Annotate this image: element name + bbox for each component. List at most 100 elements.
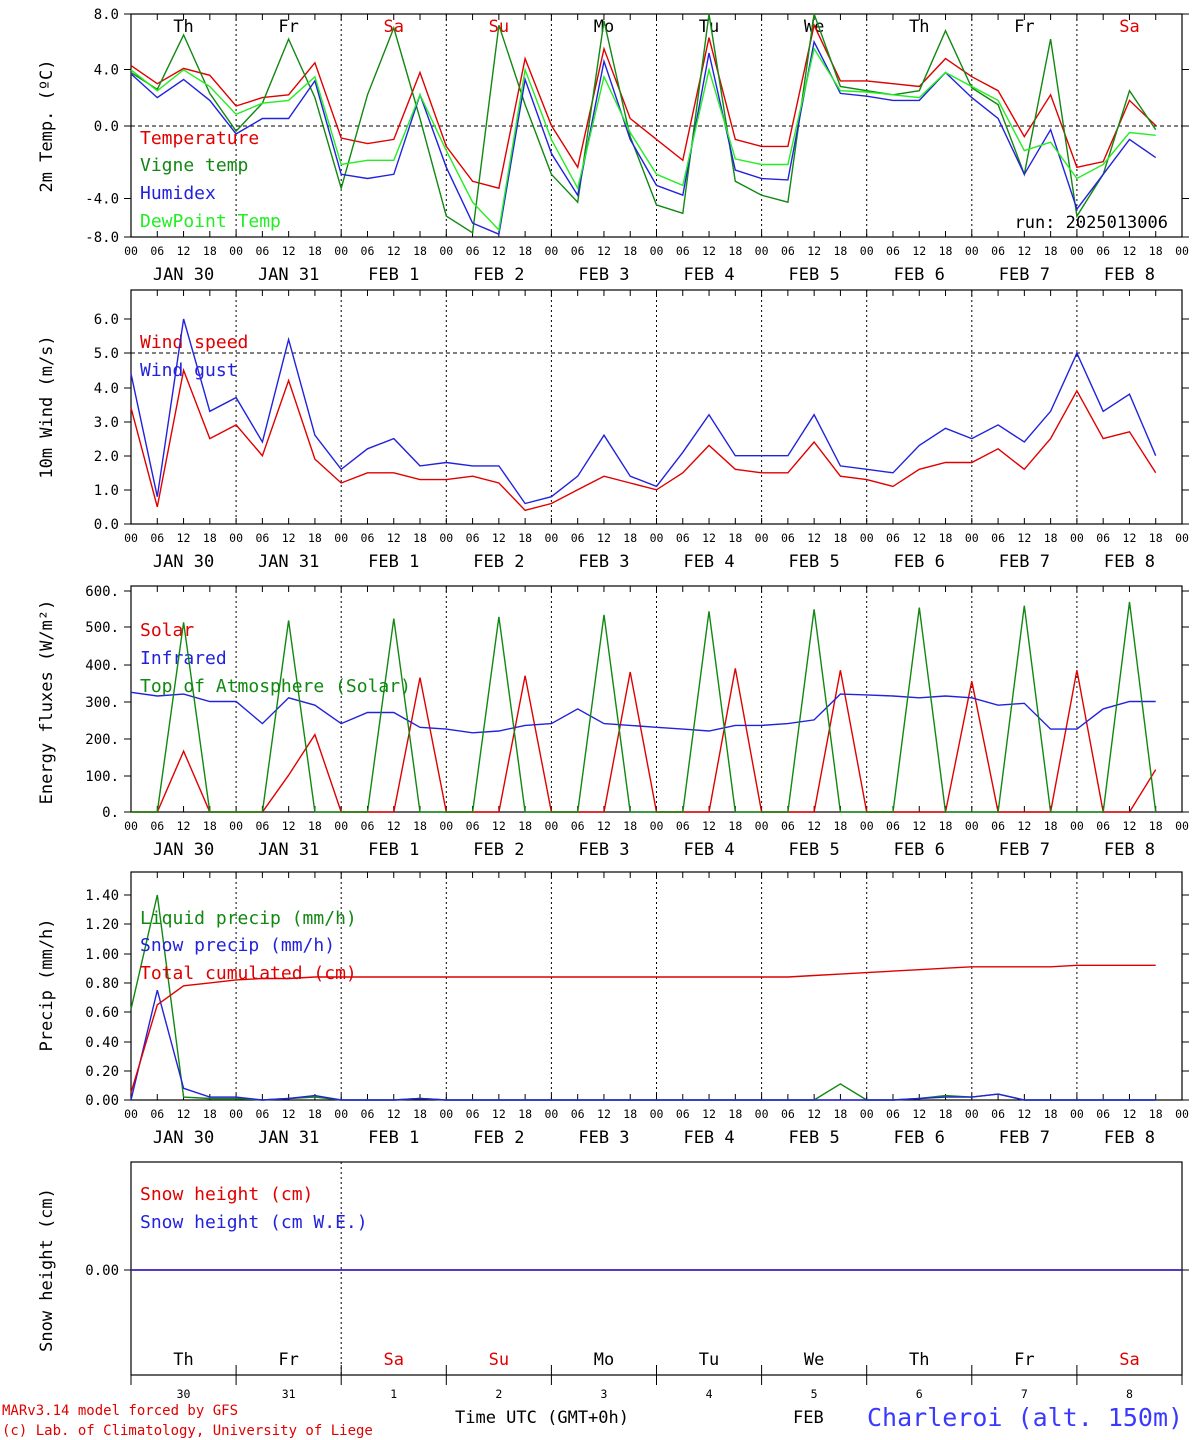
hour-tick-label: 18 [203,244,217,258]
y-axis-label: Energy fluxes (W/m²) [37,600,57,805]
y-tick-label: 0.00 [85,1263,119,1279]
hour-tick-label: 12 [1017,1107,1031,1121]
hour-tick-label: 00 [124,1107,138,1121]
y-tick-label: 0.80 [85,976,119,992]
date-label: FEB 3 [578,265,629,285]
month-label: FEB [793,1408,824,1428]
hour-tick-label: 12 [1123,531,1137,545]
hour-tick-label: 00 [229,531,243,545]
hour-tick-label: 06 [150,244,164,258]
hour-tick-label: 12 [597,244,611,258]
hour-tick-label: 18 [518,531,532,545]
y-tick-label: 2.0 [94,449,119,465]
date-label: FEB 5 [789,552,840,572]
hour-tick-label: 18 [413,244,427,258]
hour-tick-label: 00 [334,531,348,545]
hour-tick-label: 06 [466,1107,480,1121]
hour-tick-label: 06 [361,819,375,833]
hour-tick-label: 12 [1017,244,1031,258]
hour-tick-label: 12 [702,819,716,833]
date-label: JAN 31 [258,1128,319,1148]
y-tick-label: 1.00 [85,947,119,963]
hour-tick-label: 00 [439,244,453,258]
hour-tick-label: 18 [518,1107,532,1121]
day-of-week-label: Fr [1014,1350,1034,1370]
bottom-day-number: 7 [1021,1387,1028,1401]
hour-tick-label: 00 [1175,244,1189,258]
bottom-day-number: 30 [177,1387,191,1401]
hour-tick-label: 06 [991,244,1005,258]
y-tick-label: 500. [85,620,119,636]
hour-tick-label: 12 [1123,819,1137,833]
hour-tick-label: 00 [334,244,348,258]
hour-tick-label: 06 [466,819,480,833]
series-line [130,13,1157,234]
hour-tick-label: 00 [1070,1107,1084,1121]
hour-tick-label: 12 [807,1107,821,1121]
hour-tick-label: 18 [308,531,322,545]
legend-entry: Infrared [140,648,227,669]
hour-tick-label: 12 [177,1107,191,1121]
date-label: FEB 5 [789,840,840,860]
hour-tick-label: 06 [676,1107,690,1121]
hour-tick-label: 00 [755,531,769,545]
chart-panel-3: 0. 100. 200. 300. 400. 500. 600. Energy fluxes … [37,584,1189,860]
day-of-week-label: Th [909,1350,929,1370]
hour-tick-label: 18 [728,819,742,833]
hour-tick-label: 00 [965,819,979,833]
y-tick-label: 0. [102,805,119,821]
legend-entry: Snow height (cm) [140,1184,313,1205]
y-tick-label: 600. [85,584,119,600]
hour-tick-label: 18 [833,819,847,833]
hour-tick-label: 18 [1149,819,1163,833]
hour-tick-label: 18 [1149,244,1163,258]
hour-tick-label: 06 [676,531,690,545]
hour-tick-label: 06 [991,819,1005,833]
date-label: FEB 8 [1104,552,1155,572]
hour-tick-label: 00 [650,819,664,833]
hour-tick-label: 06 [991,531,1005,545]
day-of-week-label: Th [173,17,193,37]
y-tick-label: 0.40 [85,1035,119,1051]
date-label: FEB 6 [894,552,945,572]
date-label: FEB 4 [683,265,734,285]
chart-panel-2: 0.0 1.0 2.0 3.0 4.0 5.0 6.0 10m Wind (m/s) 00 06 1… [37,289,1189,572]
hour-tick-label: 06 [781,819,795,833]
hour-tick-label: 12 [702,1107,716,1121]
chart-panel-5: 0.00 Snow height (cm) Th Fr Sa Su Mo Tu We Th Fr Sa… [37,1161,1189,1385]
hour-tick-label: 06 [886,531,900,545]
hour-tick-label: 06 [781,244,795,258]
y-axis-label: 10m Wind (m/s) [37,335,57,478]
y-tick-label: 100. [85,769,119,785]
bottom-day-number: 5 [811,1387,818,1401]
date-label: FEB 1 [368,552,419,572]
hour-tick-label: 00 [650,244,664,258]
hour-tick-label: 06 [361,244,375,258]
hour-tick-label: 06 [886,244,900,258]
hour-tick-label: 12 [177,531,191,545]
hour-tick-label: 06 [361,531,375,545]
y-tick-label: 1.20 [85,917,119,933]
date-label: FEB 3 [578,1128,629,1148]
date-label: FEB 5 [789,265,840,285]
date-label: FEB 3 [578,840,629,860]
hour-tick-label: 00 [860,244,874,258]
hour-tick-label: 00 [229,244,243,258]
date-label: FEB 4 [683,552,734,572]
hour-tick-label: 12 [702,531,716,545]
hour-tick-label: 18 [308,819,322,833]
hour-tick-label: 06 [361,1107,375,1121]
hour-tick-label: 00 [229,1107,243,1121]
hour-tick-label: 06 [1096,819,1110,833]
date-label: FEB 4 [683,1128,734,1148]
hour-tick-label: 06 [255,1107,269,1121]
legend-entry: Wind speed [140,332,248,353]
hour-tick-label: 12 [807,531,821,545]
hour-tick-label: 00 [1070,819,1084,833]
hour-tick-label: 00 [650,531,664,545]
day-of-week-label: Sa [1119,1350,1139,1370]
model-credit: MARv3.14 model forced by GFS [2,1403,238,1419]
hour-tick-label: 06 [255,819,269,833]
hour-tick-label: 12 [597,531,611,545]
date-label: FEB 2 [473,265,524,285]
